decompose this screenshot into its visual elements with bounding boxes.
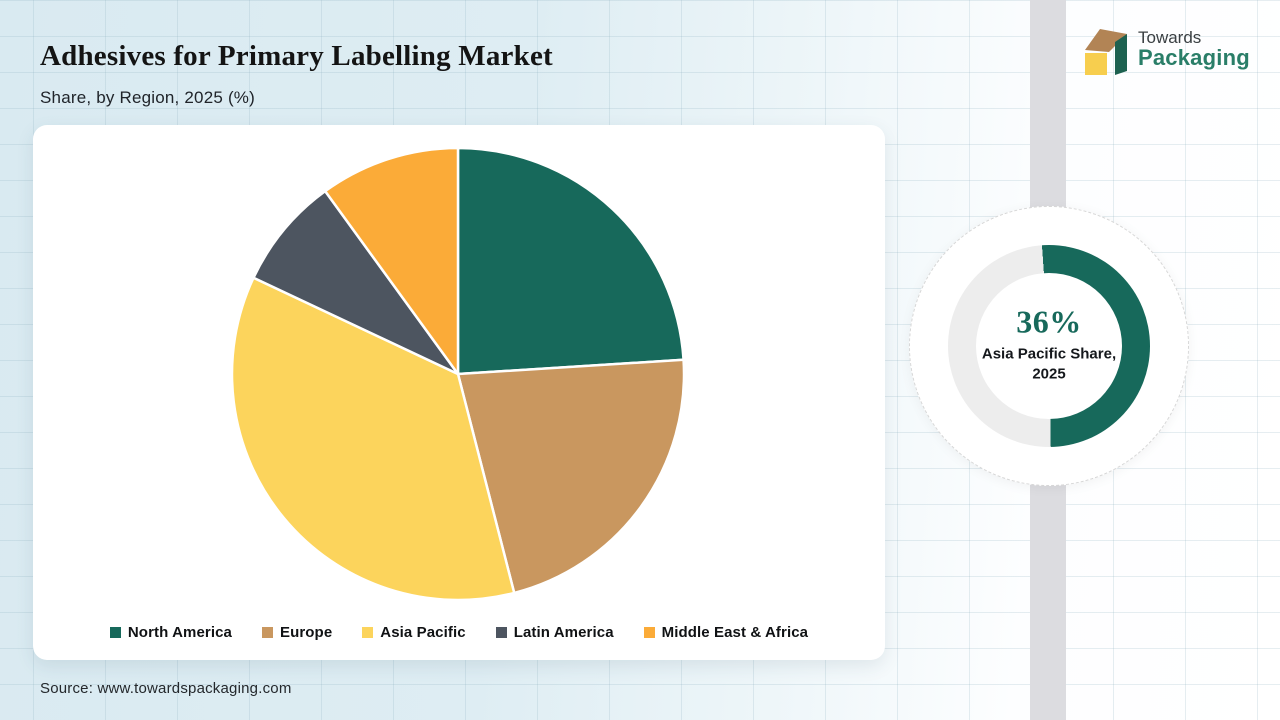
legend-label: Europe — [279, 623, 333, 641]
brand-logo: Towards Packaging — [1082, 22, 1250, 76]
legend-item: Latin America — [495, 623, 614, 641]
gauge-label-line2: 2025 — [1032, 365, 1066, 383]
asia-pacific-gauge: 36% Asia Pacific Share, 2025 — [909, 206, 1189, 486]
gauge-value: 36% — [1016, 303, 1082, 340]
pie-slice-latin-america — [252, 189, 460, 376]
legend-swatch — [495, 626, 507, 638]
page-title: Adhesives for Primary Labelling Market — [40, 40, 553, 72]
legend-item: North America — [109, 623, 232, 641]
legend-item: Middle East & Africa — [643, 623, 809, 641]
gauge-label: Asia Pacific Share, 2025 — [959, 345, 1139, 386]
legend-swatch — [109, 626, 121, 638]
legend-label: Asia Pacific — [380, 623, 466, 641]
chart-card: North America Europe Asia Pacific Latin Ame… — [33, 125, 885, 660]
source-text: Source: www.towardspackaging.com — [40, 680, 292, 697]
legend-swatch — [261, 626, 273, 638]
gauge-text: 36% Asia Pacific Share, 2025 — [959, 304, 1139, 386]
chart-legend: North America Europe Asia Pacific Latin Ame… — [33, 617, 885, 647]
pie-slice-asia-pacific — [230, 276, 516, 602]
pie-slice-north-america — [456, 146, 685, 376]
packaging-cube-icon — [1085, 29, 1127, 75]
legend-swatch — [362, 626, 374, 638]
legend-label: North America — [127, 623, 232, 641]
legend-item: Europe — [261, 623, 333, 641]
pie-slice-middle-east-africa — [323, 146, 460, 376]
gauge-ring — [948, 245, 1150, 447]
gauge-label-line1: Asia Pacific Share, — [981, 345, 1117, 363]
brand-name: Towards Packaging — [1138, 27, 1250, 71]
pie-slice-europe — [456, 358, 686, 595]
page-subtitle: Share, by Region, 2025 (%) — [40, 88, 255, 107]
legend-label: Latin America — [513, 623, 614, 641]
legend-label: Middle East & Africa — [661, 623, 809, 641]
brand-name-line1: Towards — [1138, 27, 1202, 47]
gauge-ring-hole — [976, 273, 1122, 419]
legend-item: Asia Pacific — [362, 623, 466, 641]
legend-swatch — [643, 626, 655, 638]
brand-name-line2: Packaging — [1138, 45, 1250, 71]
pie-chart — [228, 144, 688, 604]
pie-chart-svg — [230, 146, 686, 602]
